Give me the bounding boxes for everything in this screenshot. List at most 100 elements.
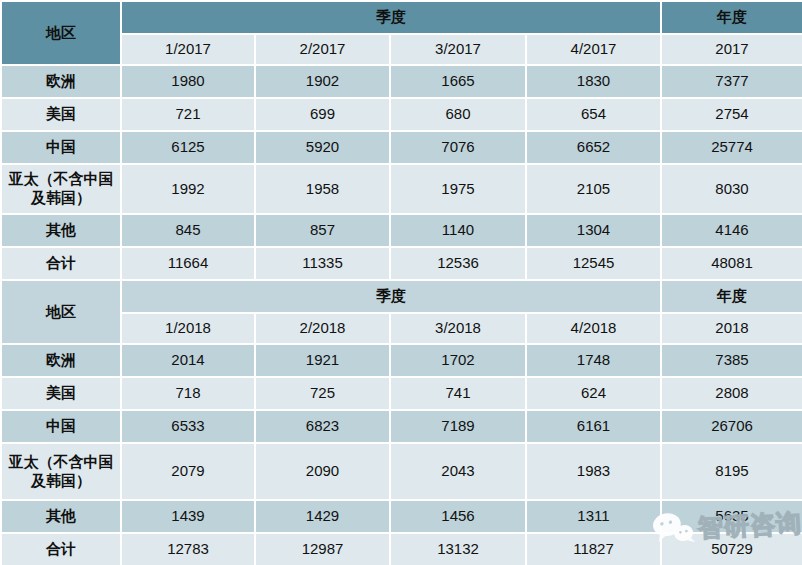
- value-cell: 1429: [255, 500, 390, 533]
- region-cell: 中国: [1, 131, 121, 164]
- value-cell: 680: [390, 98, 526, 131]
- value-cell: 6823: [255, 410, 390, 443]
- table-block-2017: 地区 季度 年度 1/2017 2/2017 3/2017 4/2017 201…: [1, 1, 802, 280]
- table-row: 欧洲19801902166518307377: [1, 65, 802, 98]
- value-cell: 2079: [121, 443, 255, 500]
- value-cell: 26706: [661, 410, 802, 443]
- value-cell: 50729: [661, 533, 802, 565]
- table-row: 合计1278312987131321182750729: [1, 533, 802, 565]
- value-cell: 5920: [255, 131, 390, 164]
- value-cell: 718: [121, 377, 255, 410]
- region-cell: 欧洲: [1, 65, 121, 98]
- value-cell: 1958: [255, 164, 390, 214]
- header-row-groups-2018: 地区 季度 年度: [1, 280, 802, 313]
- value-cell: 2014: [121, 344, 255, 377]
- table-row: 其他14391429145613115635: [1, 500, 802, 533]
- value-cell: 1902: [255, 65, 390, 98]
- value-cell: 6161: [526, 410, 661, 443]
- table-row: 亚太（不含中国及韩国）19921958197521058030: [1, 164, 802, 214]
- value-cell: 1311: [526, 500, 661, 533]
- value-cell: 845: [121, 214, 255, 247]
- value-cell: 11827: [526, 533, 661, 565]
- quarter-column-header: 4/2018: [526, 313, 661, 344]
- statistics-table-figure: 地区 季度 年度 1/2017 2/2017 3/2017 4/2017 201…: [0, 0, 802, 565]
- value-cell: 11335: [255, 247, 390, 280]
- quarter-group-header-label: 季度: [324, 287, 458, 306]
- value-cell: 48081: [661, 247, 802, 280]
- value-cell: 624: [526, 377, 661, 410]
- value-cell: 721: [121, 98, 255, 131]
- value-cell: 1975: [390, 164, 526, 214]
- year-group-header-cell: 年度: [661, 280, 802, 313]
- year-column-header: 2017: [661, 34, 802, 65]
- region-cell: 美国: [1, 98, 121, 131]
- value-cell: 2754: [661, 98, 802, 131]
- region-cell: 合计: [1, 533, 121, 565]
- quarter-group-header-cell: 季度: [121, 1, 661, 34]
- region-cell: 中国: [1, 410, 121, 443]
- quarter-column-header: 2/2017: [255, 34, 390, 65]
- quarter-group-header-cell: 季度: [121, 280, 661, 313]
- value-cell: 2090: [255, 443, 390, 500]
- region-cell: 其他: [1, 500, 121, 533]
- value-cell: 1980: [121, 65, 255, 98]
- value-cell: 1140: [390, 214, 526, 247]
- region-cell: 亚太（不含中国及韩国）: [1, 164, 121, 214]
- value-cell: 7377: [661, 65, 802, 98]
- region-header-cell: 地区: [1, 280, 121, 344]
- header-row-periods-2018: 1/2018 2/2018 3/2018 4/2018 2018: [1, 313, 802, 344]
- quarter-column-header: 3/2018: [390, 313, 526, 344]
- quarter-column-header: 1/2018: [121, 313, 255, 344]
- value-cell: 1702: [390, 344, 526, 377]
- table-row: 中国612559207076665225774: [1, 131, 802, 164]
- value-cell: 1830: [526, 65, 661, 98]
- value-cell: 6652: [526, 131, 661, 164]
- value-cell: 1439: [121, 500, 255, 533]
- value-cell: 8195: [661, 443, 802, 500]
- table-row: 中国653368237189616126706: [1, 410, 802, 443]
- value-cell: 725: [255, 377, 390, 410]
- quarter-column-header: 3/2017: [390, 34, 526, 65]
- quarter-column-header: 4/2017: [526, 34, 661, 65]
- value-cell: 25774: [661, 131, 802, 164]
- value-cell: 11664: [121, 247, 255, 280]
- value-cell: 1921: [255, 344, 390, 377]
- region-cell: 其他: [1, 214, 121, 247]
- value-cell: 1665: [390, 65, 526, 98]
- value-cell: 857: [255, 214, 390, 247]
- quarterly-regional-data-table: 地区 季度 年度 1/2017 2/2017 3/2017 4/2017 201…: [0, 0, 802, 565]
- value-cell: 12783: [121, 533, 255, 565]
- region-header-cell: 地区: [1, 1, 121, 65]
- table-row: 其他845857114013044146: [1, 214, 802, 247]
- header-row-periods-2017: 1/2017 2/2017 3/2017 4/2017 2017: [1, 34, 802, 65]
- value-cell: 6533: [121, 410, 255, 443]
- region-cell: 亚太（不含中国及韩国）: [1, 443, 121, 500]
- value-cell: 1304: [526, 214, 661, 247]
- value-cell: 7385: [661, 344, 802, 377]
- table-row: 美国7187257416242808: [1, 377, 802, 410]
- value-cell: 2043: [390, 443, 526, 500]
- value-cell: 13132: [390, 533, 526, 565]
- value-cell: 5635: [661, 500, 802, 533]
- year-column-header: 2018: [661, 313, 802, 344]
- value-cell: 12987: [255, 533, 390, 565]
- year-group-header-cell: 年度: [661, 1, 802, 34]
- value-cell: 2105: [526, 164, 661, 214]
- value-cell: 1983: [526, 443, 661, 500]
- value-cell: 2808: [661, 377, 802, 410]
- value-cell: 654: [526, 98, 661, 131]
- value-cell: 8030: [661, 164, 802, 214]
- value-cell: 12536: [390, 247, 526, 280]
- table-row: 亚太（不含中国及韩国）20792090204319838195: [1, 443, 802, 500]
- value-cell: 1992: [121, 164, 255, 214]
- quarter-column-header: 1/2017: [121, 34, 255, 65]
- header-row-groups-2017: 地区 季度 年度: [1, 1, 802, 34]
- table-row: 欧洲20141921170217487385: [1, 344, 802, 377]
- value-cell: 1456: [390, 500, 526, 533]
- table-block-2018: 地区 季度 年度 1/2018 2/2018 3/2018 4/2018 201…: [1, 280, 802, 565]
- region-cell: 合计: [1, 247, 121, 280]
- value-cell: 741: [390, 377, 526, 410]
- value-cell: 7076: [390, 131, 526, 164]
- region-cell: 欧洲: [1, 344, 121, 377]
- value-cell: 4146: [661, 214, 802, 247]
